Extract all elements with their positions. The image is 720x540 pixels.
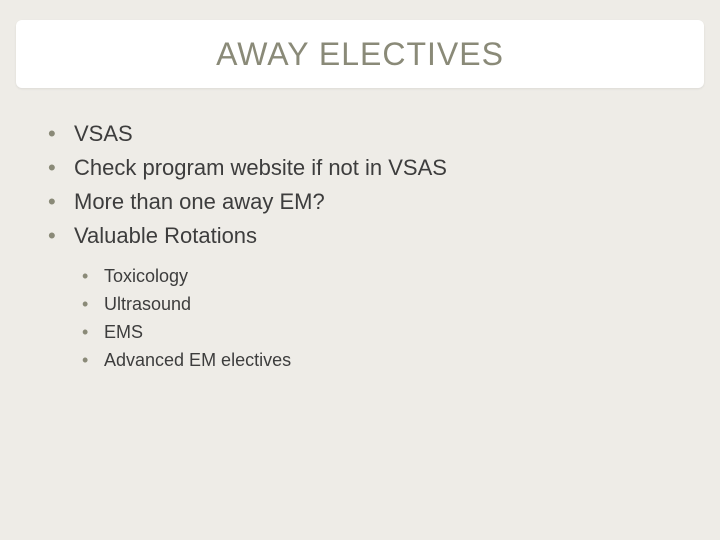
list-item-text: VSAS xyxy=(74,120,133,148)
list-item: • Toxicology xyxy=(82,264,672,288)
title-band: AWAY ELECTIVES xyxy=(16,20,704,88)
list-item: • Ultrasound xyxy=(82,292,672,316)
list-item-text: Advanced EM electives xyxy=(104,348,291,372)
slide-content: • VSAS • Check program website if not in… xyxy=(48,120,672,376)
list-item-text: Ultrasound xyxy=(104,292,191,316)
list-item-text: Toxicology xyxy=(104,264,188,288)
list-item-text: EMS xyxy=(104,320,143,344)
bullet-icon: • xyxy=(82,264,104,288)
slide-title: AWAY ELECTIVES xyxy=(216,36,504,73)
bullet-icon: • xyxy=(48,188,74,216)
list-item: • Advanced EM electives xyxy=(82,348,672,372)
bullet-icon: • xyxy=(82,292,104,316)
list-item-text: Check program website if not in VSAS xyxy=(74,154,447,182)
bullet-icon: • xyxy=(48,222,74,250)
list-item-text: Valuable Rotations xyxy=(74,222,257,250)
bullet-icon: • xyxy=(82,320,104,344)
list-item-text: More than one away EM? xyxy=(74,188,325,216)
list-item: • Check program website if not in VSAS xyxy=(48,154,672,182)
list-item: • EMS xyxy=(82,320,672,344)
list-item: • More than one away EM? xyxy=(48,188,672,216)
list-item: • VSAS xyxy=(48,120,672,148)
bullet-icon: • xyxy=(48,154,74,182)
sub-bullet-list: • Toxicology • Ultrasound • EMS • Advanc… xyxy=(82,264,672,372)
bullet-icon: • xyxy=(82,348,104,372)
bullet-icon: • xyxy=(48,120,74,148)
main-bullet-list: • VSAS • Check program website if not in… xyxy=(48,120,672,250)
list-item: • Valuable Rotations xyxy=(48,222,672,250)
